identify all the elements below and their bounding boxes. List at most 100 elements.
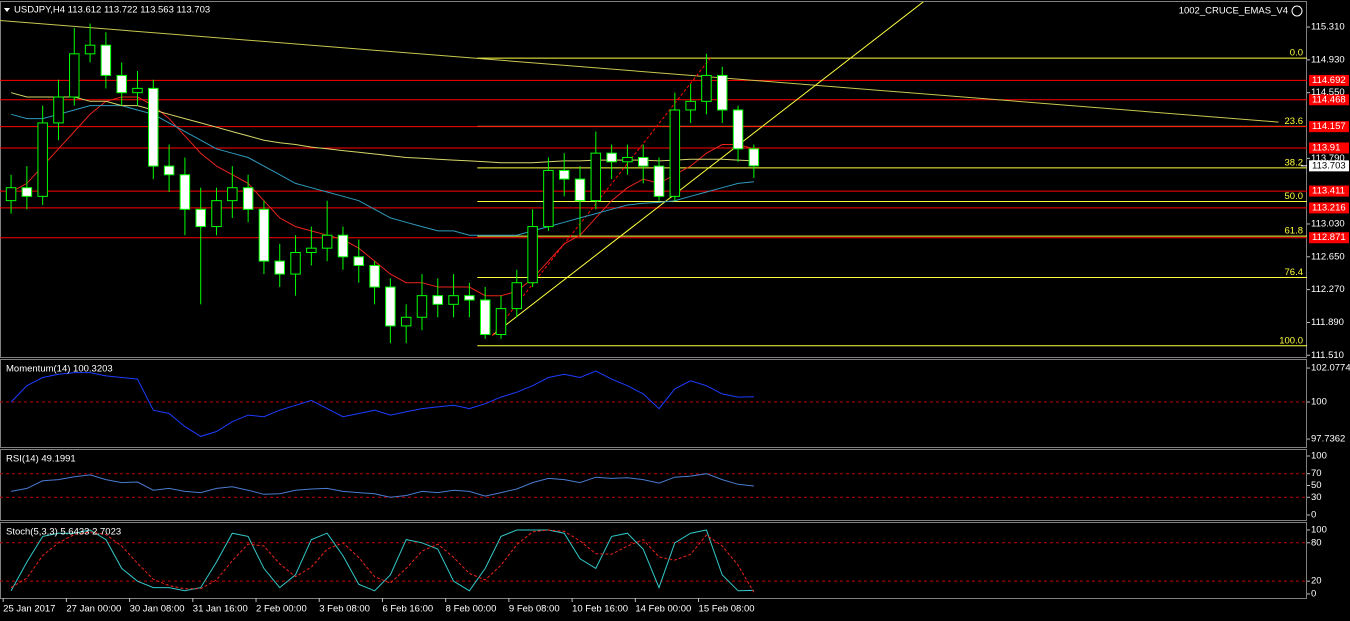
x-tick-label: 30 Jan 08:00: [130, 604, 185, 615]
candle-body: [622, 156, 633, 163]
y-tick-label: 100: [1311, 524, 1327, 535]
candle-body: [84, 44, 96, 55]
candle-body: [669, 109, 681, 197]
current-price-label: 113.703: [1312, 160, 1346, 171]
x-tick-label: 31 Jan 16:00: [193, 604, 248, 615]
level-label-box: [1309, 185, 1349, 197]
fib-label: 100.0: [1279, 335, 1303, 346]
chart-title: USDJPY,H4 113.612 113.722 113.563 113.70…: [14, 5, 210, 16]
candle-body: [748, 148, 760, 167]
trendline: [0, 19, 1279, 123]
indicator-name: 1002_CRUCE_EMAS_V4: [1179, 6, 1288, 17]
stoch-panel-frame: [0, 522, 1307, 599]
current-price-box: [1309, 160, 1349, 172]
y-tick-label: 112.270: [1311, 284, 1345, 295]
candle-body: [53, 96, 64, 124]
y-tick-label: 0: [1311, 510, 1316, 521]
candle-body: [69, 53, 80, 98]
y-tick-label: 70: [1311, 468, 1322, 479]
candle-body: [116, 74, 127, 94]
indicator-title: Momentum(14) 100.3203: [6, 364, 113, 375]
candle-body: [495, 308, 507, 336]
fib-label: 50.0: [1285, 191, 1304, 202]
candle-body: [432, 295, 444, 305]
candle-body: [100, 44, 112, 76]
candle-body: [416, 295, 428, 318]
level-label-box: [1309, 202, 1349, 214]
level-label: 113.91: [1312, 142, 1340, 153]
y-tick-label: 0: [1311, 588, 1316, 599]
fib-label: 23.6: [1285, 116, 1304, 127]
x-tick-label: 14 Feb 00:00: [635, 604, 691, 615]
trendline: [491, 57, 711, 336]
level-label-box: [1309, 74, 1349, 86]
candle-body: [400, 316, 412, 327]
y-tick-label: 100: [1311, 397, 1327, 408]
y-tick-label: 111.890: [1311, 317, 1344, 328]
indicator-line: [10, 529, 755, 593]
candle-body: [353, 256, 364, 266]
level-label-box: [1309, 121, 1349, 133]
moving-average: [10, 92, 754, 164]
candle-body: [590, 152, 602, 202]
candle-body: [21, 187, 33, 197]
level-label: 113.216: [1312, 202, 1346, 213]
level-label: 113.411: [1312, 186, 1345, 197]
candle-body: [274, 260, 285, 275]
x-tick-label: 9 Feb 08:00: [509, 604, 560, 615]
level-label-box: [1309, 232, 1349, 244]
indicator-plot: [0, 529, 1307, 593]
candle-body: [732, 109, 744, 150]
candle-body: [637, 156, 649, 167]
indicator-title: Stoch(5,3,3) 5.6433 2.7023: [6, 527, 121, 538]
candle-body: [148, 87, 159, 167]
symbol-menu-icon[interactable]: [4, 8, 10, 12]
candle-body: [179, 174, 191, 210]
candle-body: [543, 169, 554, 228]
moving-average: [10, 105, 754, 236]
y-tick-label: 114.550: [1311, 87, 1345, 98]
candle-body: [385, 286, 396, 327]
x-tick-label: 8 Feb 00:00: [446, 604, 497, 615]
x-tick-label: 6 Feb 16:00: [382, 604, 433, 615]
fib-label: 61.8: [1285, 226, 1304, 237]
x-tick-label: 3 Feb 08:00: [319, 604, 370, 615]
price-plot: 0.0 23.6 38.2 50.0 61.8 76.4 100.0: [0, 2, 1307, 346]
candle-body: [258, 208, 270, 262]
x-tick-label: 27 Jan 00:00: [66, 604, 121, 615]
candle-body: [511, 282, 523, 310]
candle-body: [195, 208, 206, 228]
indicator-plot: [0, 473, 1307, 498]
candle-body: [306, 247, 317, 253]
y-tick-label: 111.510: [1311, 350, 1344, 361]
candle-body: [337, 234, 349, 258]
moving-average: [10, 96, 755, 297]
level-label: 114.157: [1312, 121, 1346, 132]
candle-body: [558, 169, 570, 180]
y-tick-label: 115.310: [1311, 22, 1345, 33]
indicator-title: RSI(14) 49.1991: [6, 454, 76, 465]
candle-body: [5, 187, 17, 202]
level-label: 114.468: [1312, 94, 1346, 105]
candle-body: [574, 178, 586, 202]
fib-label: 0.0: [1290, 48, 1303, 59]
rsi-panel-frame: [0, 449, 1307, 521]
candle-body: [290, 251, 301, 275]
candle-body: [163, 165, 175, 176]
indicator-line: [11, 473, 754, 498]
candle-body: [701, 74, 712, 102]
x-tick-label: 15 Feb 08:00: [699, 604, 755, 615]
candle-body: [653, 165, 665, 197]
level-label: 112.871: [1312, 232, 1346, 243]
y-tick-label: 113.030: [1311, 218, 1345, 229]
level-label-box: [1309, 142, 1349, 154]
y-tick-label: 80: [1311, 537, 1322, 548]
y-tick-label: 97.7362: [1311, 434, 1345, 445]
candle-body: [717, 74, 728, 111]
indicator-icon[interactable]: [1291, 5, 1303, 17]
candle-body: [464, 295, 475, 301]
x-tick-label: 25 Jan 2017: [3, 604, 55, 615]
trendline: [491, 2, 924, 336]
